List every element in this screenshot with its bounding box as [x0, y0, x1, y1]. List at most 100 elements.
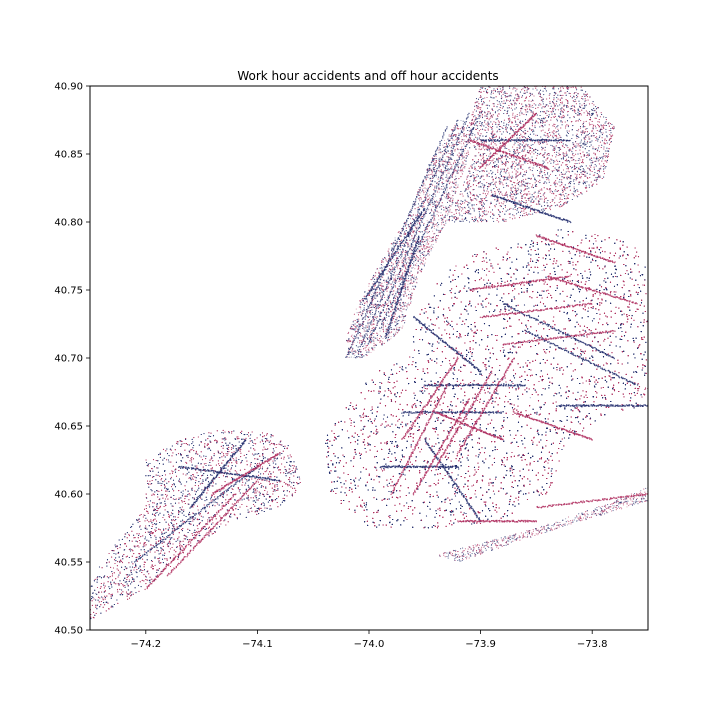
accident-point	[413, 267, 414, 268]
accident-point	[445, 162, 446, 163]
accident-point	[387, 339, 388, 340]
accident-point	[367, 302, 368, 303]
accident-point	[446, 179, 447, 180]
accident-point	[388, 334, 389, 335]
accident-point	[438, 189, 439, 190]
accident-point	[447, 189, 448, 190]
accident-point	[373, 350, 374, 351]
accident-point	[354, 323, 355, 324]
accident-point	[415, 215, 416, 216]
accident-point	[463, 131, 464, 132]
accident-point	[407, 303, 408, 304]
accident-point	[429, 254, 430, 255]
accident-point	[425, 191, 426, 192]
accident-point	[396, 327, 397, 328]
accident-point	[416, 282, 417, 283]
plot-area	[84, 85, 649, 630]
accident-point	[369, 308, 370, 309]
accident-point	[443, 174, 444, 175]
accident-point	[396, 255, 397, 256]
accident-point	[417, 252, 418, 253]
accident-point	[431, 169, 432, 170]
accident-point	[356, 327, 357, 328]
accident-point	[434, 220, 435, 221]
accident-point	[432, 247, 433, 248]
accident-point	[424, 215, 425, 216]
accident-point	[355, 328, 356, 329]
accident-point	[425, 185, 426, 186]
accident-point	[370, 330, 371, 331]
accident-point	[444, 172, 445, 173]
accident-point	[435, 196, 436, 197]
accident-point	[430, 246, 431, 247]
accident-point	[375, 298, 376, 299]
accident-point	[367, 337, 368, 338]
accident-point	[429, 172, 430, 173]
accident-point	[396, 320, 397, 321]
accident-point	[440, 161, 441, 162]
accident-point	[429, 197, 430, 198]
accident-point	[396, 318, 397, 319]
accident-point	[353, 320, 354, 321]
accident-point	[403, 317, 404, 318]
accident-point	[429, 241, 430, 242]
accident-point	[360, 314, 361, 315]
accident-point	[369, 332, 370, 333]
accident-point	[432, 231, 433, 232]
accident-point	[455, 176, 456, 177]
accident-point	[359, 329, 360, 330]
accident-point	[351, 324, 352, 325]
accident-point	[373, 341, 374, 342]
accident-point	[402, 316, 403, 317]
accident-point	[415, 279, 416, 280]
accident-point	[439, 147, 440, 148]
accident-point	[367, 320, 368, 321]
accident-point	[363, 328, 364, 329]
accident-point	[414, 268, 415, 269]
accident-point	[449, 134, 450, 135]
accident-point	[376, 318, 377, 319]
accident-point	[419, 199, 420, 200]
accident-point	[372, 314, 373, 315]
accident-point	[459, 163, 460, 164]
accident-point	[406, 258, 407, 259]
accident-point	[401, 260, 402, 261]
accident-point	[470, 143, 471, 144]
accident-point	[360, 308, 361, 309]
accident-point	[395, 271, 396, 272]
accident-point	[442, 161, 443, 162]
accident-point	[423, 185, 424, 186]
accident-point	[429, 255, 430, 256]
accident-point	[433, 203, 434, 204]
accident-point	[427, 233, 428, 234]
accident-point	[417, 227, 418, 228]
accident-point	[417, 223, 418, 224]
accident-point	[399, 305, 400, 306]
accident-point	[425, 256, 426, 257]
accident-point	[442, 145, 443, 146]
accident-point	[414, 275, 415, 276]
accident-point	[361, 299, 362, 300]
accident-point	[454, 140, 455, 141]
accident-point	[438, 158, 439, 159]
accident-point	[409, 291, 410, 292]
accident-point	[401, 294, 402, 295]
accident-point	[370, 352, 371, 353]
accident-point	[357, 342, 358, 343]
accident-point	[371, 294, 372, 295]
accident-point	[441, 229, 442, 230]
accident-point	[411, 281, 412, 282]
accident-point	[369, 337, 370, 338]
accident-point	[444, 196, 445, 197]
accident-point	[368, 323, 369, 324]
accident-point	[396, 332, 397, 333]
chart-title: Work hour accidents and off hour acciden…	[237, 69, 498, 83]
accident-point	[433, 199, 434, 200]
accident-point	[382, 343, 383, 344]
accident-point	[445, 223, 446, 224]
accident-point	[445, 159, 446, 160]
accident-point	[360, 336, 361, 337]
accident-point	[400, 280, 401, 281]
accident-point	[442, 154, 443, 155]
